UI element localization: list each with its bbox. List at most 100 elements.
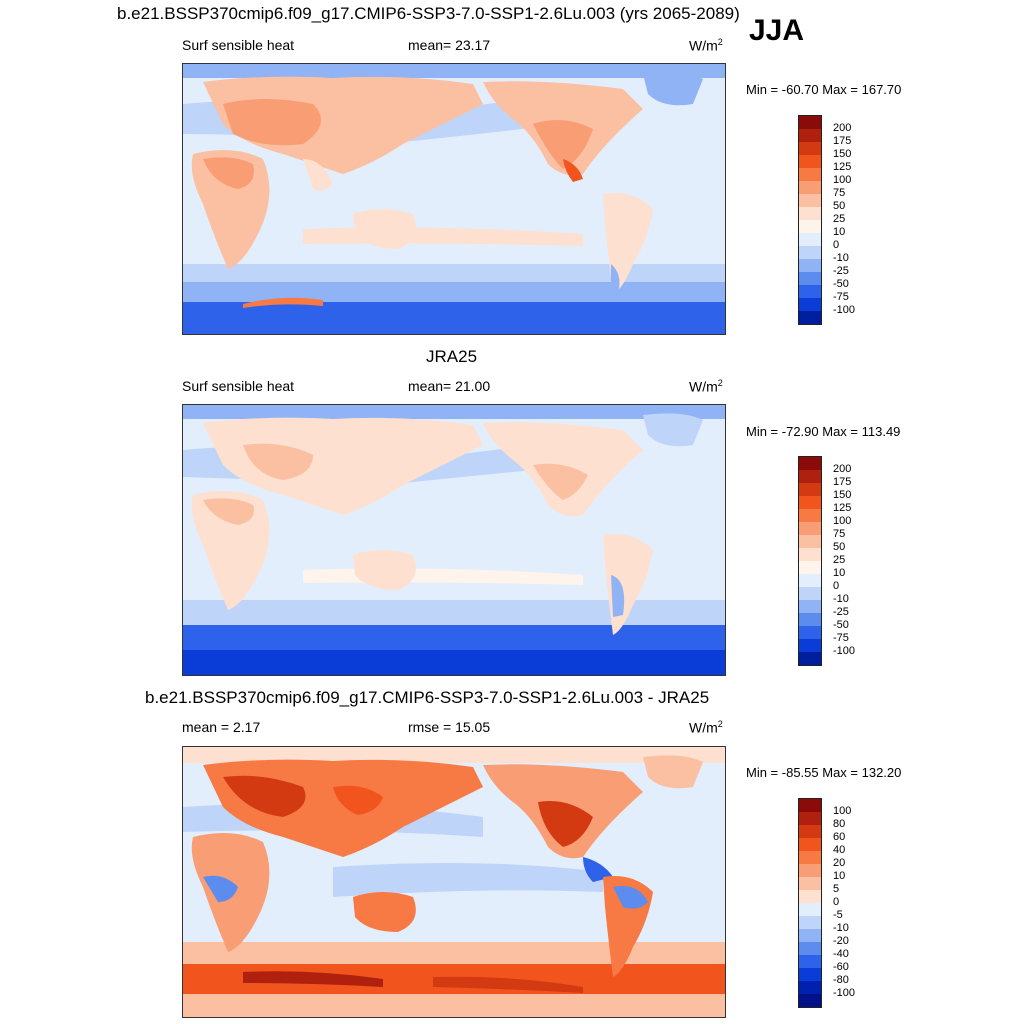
colorbar-tick: 125	[833, 502, 852, 514]
colorbar-tick: -10	[833, 922, 849, 934]
colorbar-box	[799, 548, 821, 561]
colorbar-box	[799, 626, 821, 639]
panel3-title: b.e21.BSSP370cmip6.f09_g17.CMIP6-SSP3-7.…	[145, 688, 710, 707]
colorbar-tick: 125	[833, 161, 852, 173]
colorbar-tick: 150	[833, 489, 852, 501]
colorbar-tick: -20	[833, 935, 849, 947]
colorbar-box	[799, 890, 821, 903]
colorbar-box	[799, 272, 821, 285]
colorbar-tick: 40	[833, 844, 846, 856]
colorbar-tick: -60	[833, 961, 849, 973]
colorbar-box	[799, 116, 821, 129]
colorbar-tick: 0	[833, 896, 840, 908]
colorbar-box	[799, 574, 821, 587]
colorbar-box	[799, 535, 821, 548]
colorbar-tick: 10	[833, 226, 846, 238]
colorbar-tick: 175	[833, 135, 852, 147]
colorbar-box	[799, 639, 821, 652]
colorbar-tick: 25	[833, 213, 846, 225]
colorbar-box	[799, 522, 821, 535]
colorbar-box	[799, 470, 821, 483]
colorbar-tick: -100	[833, 987, 856, 999]
colorbar-box	[799, 181, 821, 194]
colorbar-box	[799, 812, 821, 825]
colorbar-tick: 10	[833, 567, 846, 579]
colorbar-box	[799, 483, 821, 496]
panel1-map	[182, 63, 726, 335]
colorbar-tick: -50	[833, 619, 849, 631]
colorbar-tick: -50	[833, 278, 849, 290]
panel1-mean-label: mean= 23.17	[408, 37, 491, 53]
colorbar-tick: -10	[833, 252, 849, 264]
colorbar-box	[799, 929, 821, 942]
colorbar-box	[799, 259, 821, 272]
colorbar-box	[799, 457, 821, 470]
panel2-title: JRA25	[426, 347, 478, 366]
colorbar-tick: 175	[833, 476, 852, 488]
colorbar-box	[799, 955, 821, 968]
colorbar-box	[799, 285, 821, 298]
panel1-minmax: Min = -60.70 Max = 167.70	[746, 82, 902, 97]
colorbar-box	[799, 246, 821, 259]
colorbar-tick: -100	[833, 645, 856, 657]
colorbar-box	[799, 509, 821, 522]
panel1-units: W/m2	[689, 37, 723, 54]
colorbar-box	[799, 311, 821, 324]
colorbar-tick: 100	[833, 515, 852, 527]
colorbar-tick: 200	[833, 463, 852, 475]
colorbar-tick: 150	[833, 148, 852, 160]
panel1-colorbar	[798, 115, 822, 325]
season-label: JJA	[749, 14, 805, 47]
colorbar-tick: -75	[833, 291, 849, 303]
panel1-variable-label: Surf sensible heat	[182, 37, 295, 53]
colorbar-tick: 25	[833, 554, 846, 566]
colorbar-tick: -40	[833, 948, 849, 960]
colorbar-tick: 80	[833, 818, 846, 830]
panel2-units: W/m2	[689, 378, 723, 395]
colorbar-box	[799, 496, 821, 509]
colorbar-box	[799, 155, 821, 168]
colorbar-tick: 50	[833, 541, 846, 553]
colorbar-box	[799, 561, 821, 574]
colorbar-box	[799, 298, 821, 311]
colorbar-tick: 60	[833, 831, 846, 843]
colorbar-box	[799, 799, 821, 812]
panel3-map	[182, 746, 726, 1018]
colorbar-box	[799, 994, 821, 1007]
panel2-map	[182, 404, 726, 676]
panel3-rmse-label: rmse = 15.05	[408, 719, 491, 735]
colorbar-box	[799, 916, 821, 929]
colorbar-tick: 10	[833, 870, 846, 882]
colorbar-box	[799, 825, 821, 838]
colorbar-box	[799, 942, 821, 955]
panel3-minmax: Min = -85.55 Max = 132.20	[746, 765, 902, 780]
colorbar-box	[799, 220, 821, 233]
colorbar-box	[799, 613, 821, 626]
colorbar-tick: 200	[833, 122, 852, 134]
panel3-mean-label: mean = 2.17	[182, 719, 261, 735]
panel2-minmax: Min = -72.90 Max = 113.49	[746, 424, 901, 439]
colorbar-box	[799, 981, 821, 994]
colorbar-tick: -80	[833, 974, 849, 986]
colorbar-tick: -25	[833, 265, 849, 277]
colorbar-box	[799, 600, 821, 613]
colorbar-tick: 75	[833, 528, 846, 540]
colorbar-box	[799, 968, 821, 981]
colorbar-box	[799, 851, 821, 864]
panel3-colorbar	[798, 798, 822, 1008]
colorbar-tick: 5	[833, 883, 840, 895]
colorbar-box	[799, 903, 821, 916]
colorbar-tick: -100	[833, 304, 856, 316]
colorbar-box	[799, 129, 821, 142]
colorbar-box	[799, 207, 821, 220]
colorbar-box	[799, 142, 821, 155]
colorbar-tick: 20	[833, 857, 846, 869]
colorbar-box	[799, 652, 821, 665]
panel2-mean-label: mean= 21.00	[408, 378, 491, 394]
colorbar-box	[799, 877, 821, 890]
panel2-variable-label: Surf sensible heat	[182, 378, 295, 394]
panel1-title: b.e21.BSSP370cmip6.f09_g17.CMIP6-SSP3-7.…	[117, 4, 740, 23]
colorbar-tick: 75	[833, 187, 846, 199]
colorbar-tick: -10	[833, 593, 849, 605]
colorbar-tick: -75	[833, 632, 849, 644]
